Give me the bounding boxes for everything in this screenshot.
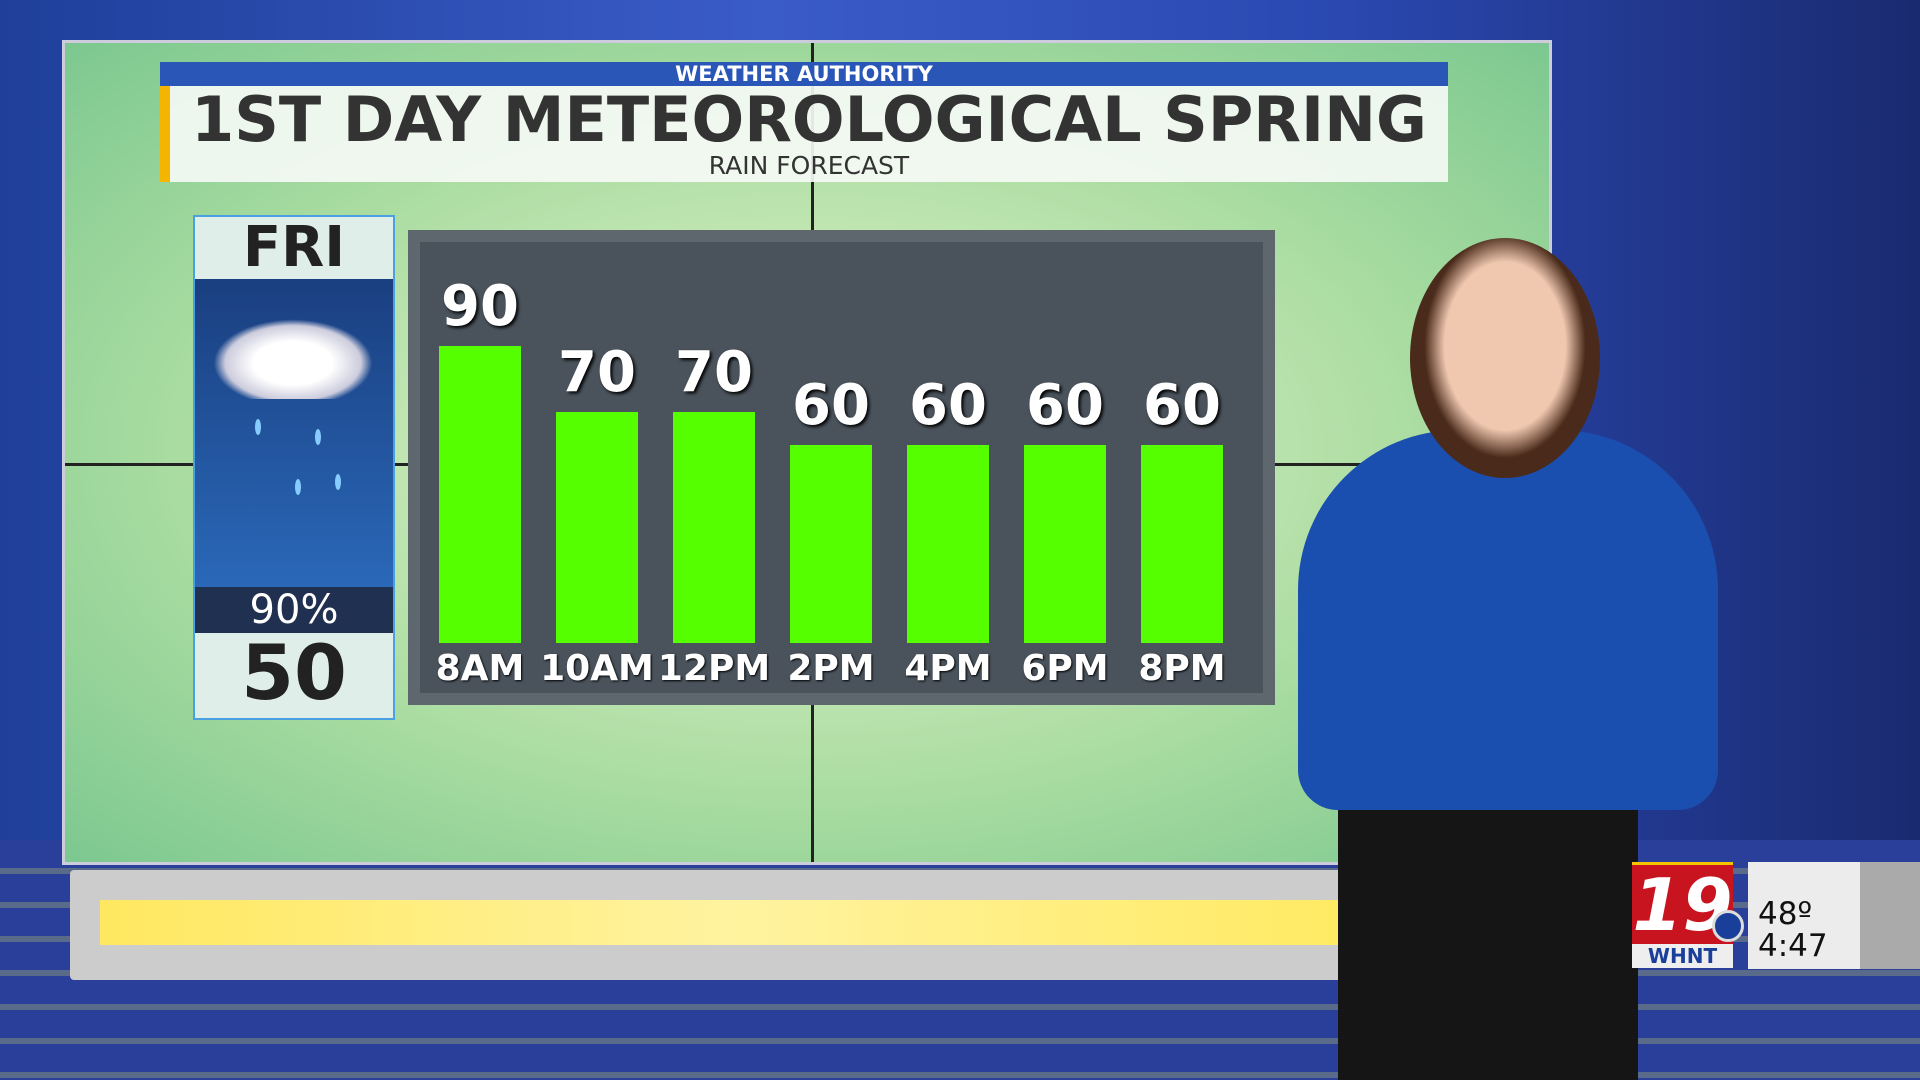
bar-4PM	[907, 445, 989, 643]
bar-10AM	[556, 412, 638, 643]
value-label: 90	[441, 274, 519, 339]
precip-chance: 90%	[195, 587, 393, 633]
value-label: 60	[792, 373, 870, 438]
brand-band: WEATHER AUTHORITY	[160, 62, 1448, 86]
value-label: 70	[558, 340, 636, 405]
temp-time-box: 48º 4:47	[1748, 862, 1860, 969]
bar-2PM	[790, 445, 872, 643]
category-label: 6PM	[1021, 648, 1109, 689]
category-label: 12PM	[657, 648, 771, 689]
current-time: 4:47	[1758, 928, 1828, 964]
presenter-head	[1410, 238, 1600, 478]
category-label: 2PM	[787, 648, 875, 689]
page-title: 1ST DAY METEOROLOGICAL SPRING	[191, 83, 1427, 156]
bar-6PM	[1024, 445, 1106, 643]
category-label: 10AM	[540, 648, 654, 689]
bar-12PM	[673, 412, 755, 643]
category-label: 8PM	[1138, 648, 1226, 689]
category-label: 4PM	[904, 648, 992, 689]
ticker-extension	[1860, 862, 1920, 969]
value-label: 60	[909, 373, 987, 438]
presenter	[1338, 780, 1638, 1080]
value-label: 60	[1026, 373, 1104, 438]
day-forecast-panel: FRI 90% 50	[193, 215, 395, 720]
cbs-eye-icon	[1712, 910, 1744, 942]
value-label: 60	[1143, 373, 1221, 438]
desk-ledge	[70, 870, 1370, 980]
cloud-icon	[213, 319, 373, 399]
day-name: FRI	[242, 215, 346, 280]
page-subtitle: RAIN FORECAST	[708, 151, 910, 180]
rain-cloud-icon	[195, 279, 393, 587]
value-label: 70	[675, 340, 753, 405]
bar-8AM	[439, 346, 521, 643]
category-label: 8AM	[435, 648, 525, 689]
title-box: 1ST DAY METEOROLOGICAL SPRING RAIN FOREC…	[160, 86, 1448, 182]
bar-8PM	[1141, 445, 1223, 643]
presenter-torso	[1298, 430, 1718, 810]
current-temperature: 48º	[1758, 896, 1813, 932]
day-temperature: 50	[241, 628, 347, 717]
